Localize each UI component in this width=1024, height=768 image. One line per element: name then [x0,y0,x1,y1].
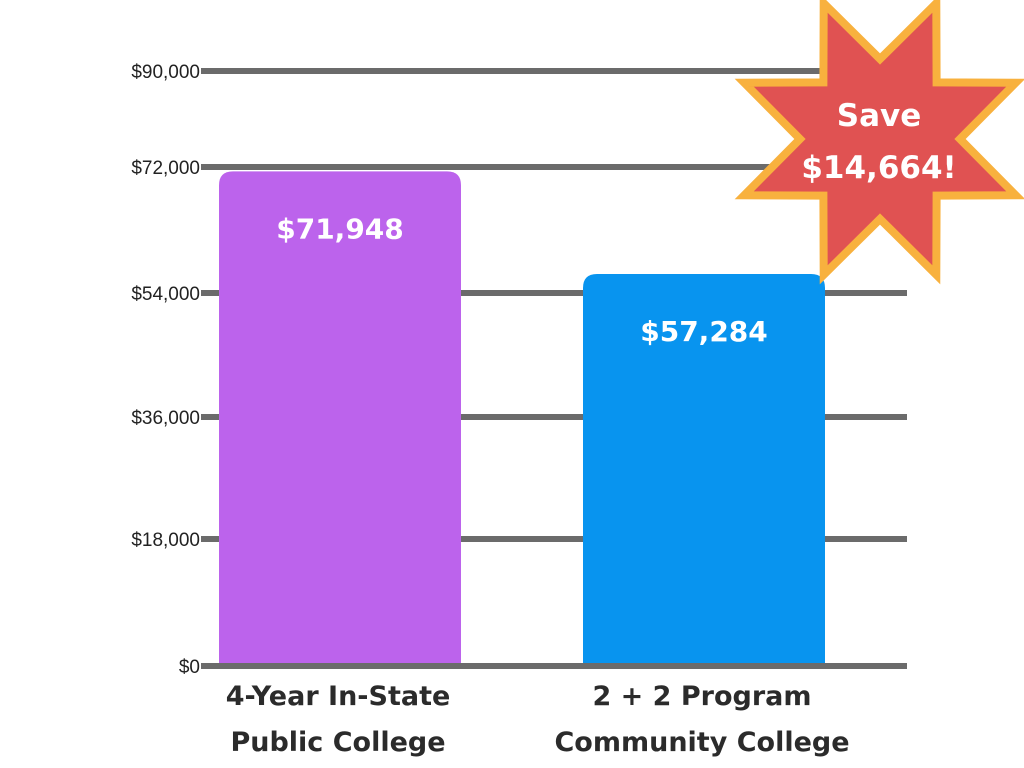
gridline [201,164,907,170]
x-category-label: 2 + 2 Program [592,681,811,712]
y-tick-label: $36,000 [131,408,200,429]
gridline [201,290,907,296]
gridline [201,536,907,542]
y-tick-label: $90,000 [131,62,200,83]
y-tick-label: $72,000 [131,158,200,179]
bar [219,171,461,663]
data-label: $71,948 [276,212,404,245]
starburst-badge [734,0,1024,285]
gridline [201,414,907,420]
data-label: $57,284 [640,315,768,348]
bar [583,274,825,663]
y-tick-label: $18,000 [131,530,200,551]
savings-annotation: Save [837,98,921,134]
x-category-label: 4-Year In-State [226,681,451,712]
savings-annotation: $14,664! [801,150,956,186]
y-tick-label: $0 [179,657,200,678]
gridline [201,663,907,669]
x-category-label: Public College [230,727,445,758]
gridline [201,68,907,74]
x-category-label: Community College [554,727,849,758]
y-tick-label: $54,000 [131,284,200,305]
